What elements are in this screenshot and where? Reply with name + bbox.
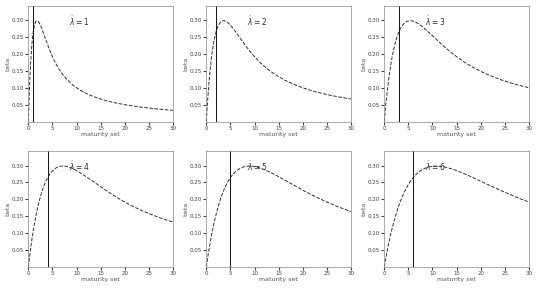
Y-axis label: beta: beta xyxy=(362,202,366,216)
X-axis label: maturity set: maturity set xyxy=(259,132,298,137)
X-axis label: maturity set: maturity set xyxy=(259,277,298,283)
Text: $\dot{\lambda}=2$: $\dot{\lambda}=2$ xyxy=(247,14,267,27)
X-axis label: maturity set: maturity set xyxy=(81,277,120,283)
Y-axis label: beta: beta xyxy=(5,56,11,71)
Text: $\dot{\lambda}=4$: $\dot{\lambda}=4$ xyxy=(69,159,89,173)
Text: $\dot{\lambda}=6$: $\dot{\lambda}=6$ xyxy=(425,159,445,173)
X-axis label: maturity set: maturity set xyxy=(81,132,120,137)
Y-axis label: beta: beta xyxy=(362,56,366,71)
Text: $\dot{\lambda}=5$: $\dot{\lambda}=5$ xyxy=(247,159,267,173)
Y-axis label: beta: beta xyxy=(183,56,188,71)
X-axis label: maturity set: maturity set xyxy=(437,132,476,137)
Y-axis label: beta: beta xyxy=(5,202,11,216)
Text: $\dot{\lambda}=3$: $\dot{\lambda}=3$ xyxy=(425,14,445,27)
Text: $\dot{\lambda}=1$: $\dot{\lambda}=1$ xyxy=(69,14,89,27)
X-axis label: maturity set: maturity set xyxy=(437,277,476,283)
Y-axis label: beta: beta xyxy=(183,202,188,216)
